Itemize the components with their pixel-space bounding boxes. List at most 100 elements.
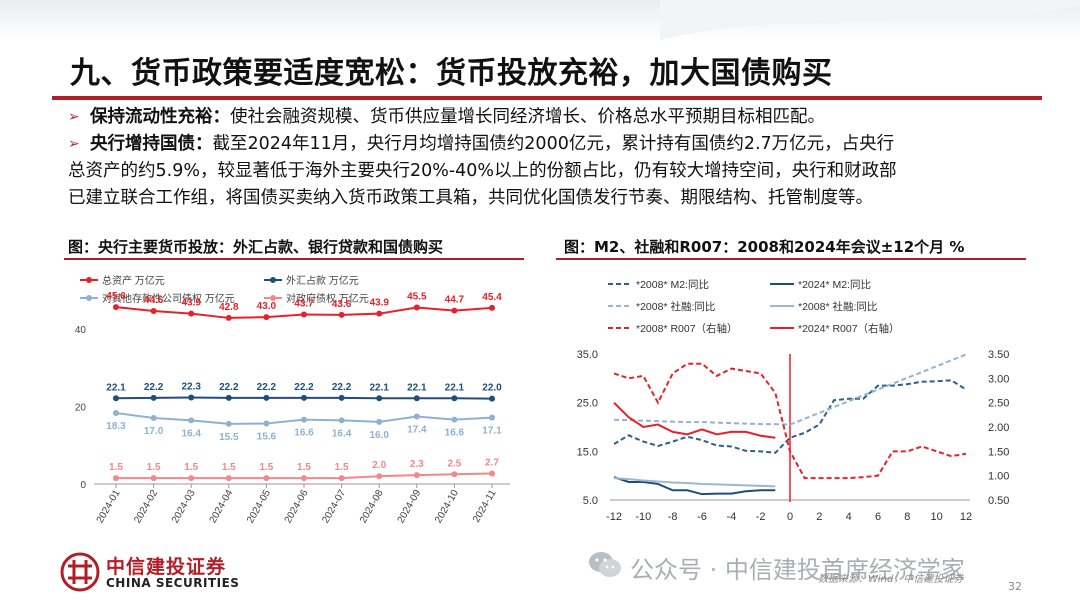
x-tick-label: 2024-03: [170, 488, 198, 526]
data-label: 16.4: [181, 428, 201, 439]
y-tick-label: 20: [75, 402, 87, 413]
data-point: [150, 415, 157, 422]
data-point: [376, 310, 383, 317]
data-label: 16.0: [369, 430, 389, 441]
data-point: [263, 475, 270, 482]
data-point: [225, 420, 232, 427]
right-chart: *2008* M2:同比 *2024* M2:同比 *2008* 社融:同比 *200…: [577, 278, 1010, 523]
bullet-list: ➢ 保持流动性充裕：使社会融资规模、货币供应量增长同经济增长、价格总水平预期目标…: [68, 104, 1028, 212]
legend-label: 对政府债权 万亿元: [286, 292, 369, 305]
data-point: [451, 416, 458, 423]
x-tick-label: 12: [960, 511, 972, 523]
data-point: [113, 304, 119, 311]
data-point: [188, 417, 195, 424]
data-point: [376, 418, 383, 425]
bullet-text-line: 总资产的约5.9%，较显著低于海外主要央行20%-40%以上的份额占比，仍有较大…: [68, 161, 897, 181]
data-label: 44.7: [445, 295, 465, 306]
bullet-lead: 央行增持国债：: [90, 134, 213, 154]
arrow-bullet-icon: ➢: [68, 136, 80, 152]
data-point: [225, 475, 232, 482]
data-label: 22.1: [369, 382, 389, 393]
data-point: [188, 394, 195, 401]
legend-marker: [86, 295, 92, 301]
data-label: 22.2: [257, 382, 277, 393]
legend-marker: [86, 277, 92, 283]
data-label: 17.1: [482, 426, 502, 437]
data-point: [301, 416, 307, 423]
left-chart-rule: [64, 258, 524, 260]
data-label: 15.6: [257, 431, 277, 442]
data-label: 43.0: [257, 301, 277, 312]
data-label: 16.4: [332, 428, 352, 439]
data-label: 15.5: [219, 432, 239, 443]
data-label: 22.1: [407, 382, 427, 393]
x-tick-label: 2024-09: [396, 488, 424, 526]
x-tick-label: 10: [931, 511, 943, 523]
data-label: 16.6: [445, 428, 465, 439]
data-label: 18.3: [106, 421, 126, 432]
y-right-tick-label: 1.00: [988, 471, 1009, 483]
data-label: 44.6: [144, 295, 164, 306]
data-label: 1.5: [297, 462, 311, 473]
right-chart-title: 图：M2、社融和R007：2008和2024年会议±12个月 %: [564, 238, 965, 256]
series-line: [613, 353, 967, 426]
data-point: [451, 471, 458, 478]
data-point: [113, 395, 119, 402]
bullet-text-line: 已建立联合工作组，将国债买卖纳入货币政策工具箱，共同优化国债发行节奏、期限结构、…: [68, 188, 873, 208]
data-label: 43.9: [369, 298, 389, 309]
data-point: [489, 470, 495, 477]
data-point: [413, 304, 420, 311]
data-point: [263, 394, 270, 401]
data-point: [150, 394, 157, 401]
data-point: [188, 475, 195, 482]
data-point: [150, 307, 157, 314]
series-line: [613, 401, 776, 439]
data-point: [489, 395, 495, 402]
x-tick-label: 0: [787, 511, 793, 523]
data-point: [413, 472, 420, 479]
legend-marker: [270, 277, 276, 283]
data-label: 22.2: [144, 382, 164, 393]
legend-label: 外汇占款 万亿元: [286, 274, 359, 287]
x-tick-label: 2024-10: [433, 488, 461, 526]
data-label: 1.5: [109, 462, 123, 473]
x-tick-label: -10: [635, 511, 651, 523]
y-tick-label: 40: [75, 325, 87, 336]
china-securities-logo-icon: [60, 552, 100, 592]
x-tick-label: 2024-01: [95, 488, 123, 526]
series-line: [613, 476, 776, 496]
y-right-tick-label: 2.00: [988, 422, 1009, 434]
left-chart-title: 图：央行主要货币投放：外汇占款、银行贷款和国债购买: [68, 238, 444, 256]
data-label: 42.8: [219, 302, 239, 313]
x-tick-label: -4: [726, 511, 736, 523]
data-label: 43.9: [181, 298, 201, 309]
data-label: 45.4: [482, 292, 502, 303]
company-logo: 中信建投证券 CHINA SECURITIES: [60, 550, 360, 598]
data-point: [113, 475, 119, 482]
data-point: [301, 394, 307, 401]
header-wave-decoration: [660, 0, 1080, 40]
data-label: 22.2: [332, 382, 352, 393]
series-line: [613, 477, 776, 488]
y-right-tick-label: 3.50: [988, 349, 1009, 361]
data-point: [338, 394, 345, 401]
data-point: [301, 475, 307, 482]
x-tick-label: 2024-04: [208, 488, 236, 526]
data-label: 1.5: [147, 462, 161, 473]
x-tick-label: 2024-02: [132, 488, 160, 526]
bullet-text: 截至2024年11月，央行月均增持国债约2000亿元，累计持有国债约2.7万亿元…: [212, 134, 895, 154]
data-point: [338, 475, 345, 482]
x-tick-label: 2: [816, 511, 822, 523]
legend-label: *2008* R007（右轴）: [636, 322, 738, 335]
x-tick-label: 2024-06: [283, 488, 311, 526]
data-label: 45.5: [407, 291, 427, 302]
x-tick-label: 2024-07: [320, 488, 348, 526]
y-right-tick-label: 2.50: [988, 398, 1009, 410]
data-point: [150, 475, 157, 482]
y-left-tick-label: 25.0: [577, 398, 598, 410]
data-label: 22.3: [181, 381, 201, 392]
data-label: 43.7: [294, 298, 314, 309]
data-point: [376, 395, 383, 402]
legend-label: *2008* 社融:同比: [798, 300, 877, 313]
